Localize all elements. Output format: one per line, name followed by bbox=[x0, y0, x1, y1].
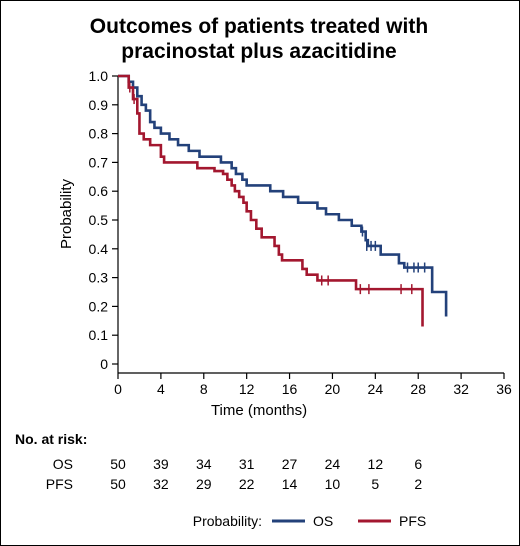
x-tick-label: 12 bbox=[239, 381, 255, 397]
x-tick-label: 28 bbox=[410, 381, 426, 397]
axes bbox=[117, 76, 504, 374]
at-risk-value: 29 bbox=[196, 476, 212, 492]
y-axis-label: Probability bbox=[58, 178, 75, 249]
at-risk-row-label: OS bbox=[53, 456, 73, 472]
at-risk-value: 50 bbox=[110, 456, 126, 472]
at-risk-value: 24 bbox=[325, 456, 341, 472]
at-risk-value: 5 bbox=[371, 476, 379, 492]
at-risk-value: 34 bbox=[196, 456, 212, 472]
y-tick-label: 0.7 bbox=[89, 154, 109, 170]
y-tick-label: 1.0 bbox=[89, 68, 109, 84]
x-tick-label: 24 bbox=[368, 381, 384, 397]
at-risk-value: 2 bbox=[414, 476, 422, 492]
at-risk-header: No. at risk: bbox=[15, 431, 87, 447]
y-ticks: 0 0.1 0.2 0.3 0.4 0.5 0.6 0.7 0.8 0.9 1.0 bbox=[89, 68, 118, 372]
chart-title-line-1: Outcomes of patients treated with bbox=[90, 15, 428, 38]
os-curve bbox=[118, 74, 448, 317]
at-risk-table: OS 50 39 34 31 27 24 12 6 PFS 50 32 29 22 14 10 5 2 bbox=[46, 456, 423, 492]
x-ticks: 0 4 8 12 16 20 24 28 32 36 bbox=[114, 373, 512, 397]
y-tick-label: 0.5 bbox=[89, 212, 109, 228]
at-risk-value: 27 bbox=[282, 456, 298, 472]
y-tick-label: 0.4 bbox=[89, 241, 109, 257]
at-risk-value: 14 bbox=[282, 476, 298, 492]
y-tick-label: 0 bbox=[100, 356, 108, 372]
x-tick-label: 32 bbox=[453, 381, 469, 397]
at-risk-value: 31 bbox=[239, 456, 255, 472]
legend-pfs-label: PFS bbox=[399, 513, 426, 529]
at-risk-value: 6 bbox=[414, 456, 422, 472]
chart-title-line-2: pracinostat plus azacitidine bbox=[121, 40, 396, 63]
at-risk-value: 22 bbox=[239, 476, 255, 492]
y-tick-label: 0.8 bbox=[89, 126, 109, 142]
x-tick-label: 16 bbox=[282, 381, 298, 397]
y-tick-label: 0.3 bbox=[89, 270, 109, 286]
at-risk-value: 32 bbox=[153, 476, 169, 492]
survival-curves bbox=[118, 74, 448, 327]
x-axis-label: Time (months) bbox=[211, 402, 307, 419]
legend: Probability: OS PFS bbox=[193, 513, 427, 529]
y-tick-label: 0.1 bbox=[89, 327, 109, 343]
at-risk-value: 10 bbox=[325, 476, 341, 492]
legend-title: Probability: bbox=[193, 513, 262, 529]
x-tick-label: 8 bbox=[200, 381, 208, 397]
at-risk-row-label: PFS bbox=[46, 476, 73, 492]
x-tick-label: 4 bbox=[157, 381, 165, 397]
at-risk-value: 12 bbox=[368, 456, 384, 472]
x-tick-label: 36 bbox=[496, 381, 512, 397]
y-tick-label: 0.2 bbox=[89, 298, 109, 314]
y-tick-label: 0.9 bbox=[89, 97, 109, 113]
x-tick-label: 20 bbox=[325, 381, 341, 397]
at-risk-value: 39 bbox=[153, 456, 169, 472]
x-tick-label: 0 bbox=[114, 381, 122, 397]
pfs-curve bbox=[118, 74, 424, 327]
legend-os-label: OS bbox=[313, 513, 333, 529]
at-risk-value: 50 bbox=[110, 476, 126, 492]
y-tick-label: 0.6 bbox=[89, 183, 109, 199]
